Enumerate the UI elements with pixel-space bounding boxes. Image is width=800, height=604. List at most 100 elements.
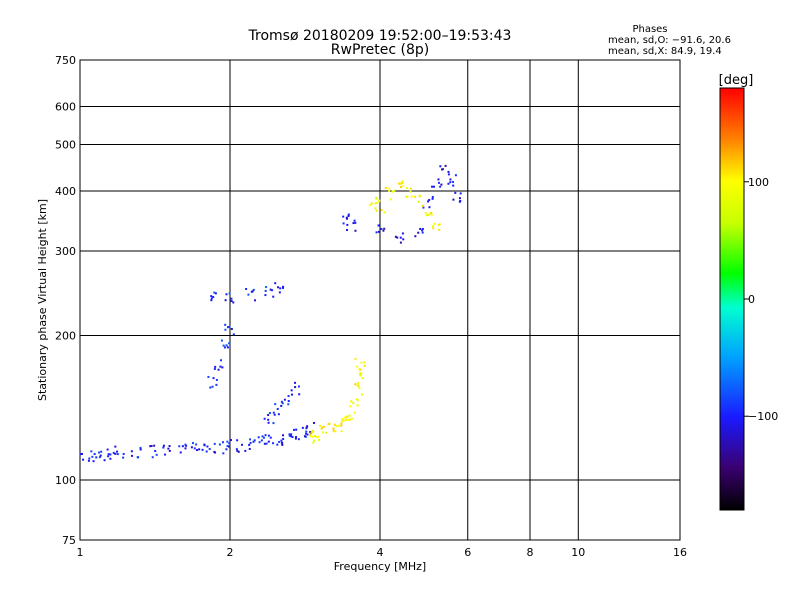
data-point [388, 187, 391, 190]
data-point [222, 344, 225, 347]
data-point [295, 435, 298, 438]
data-point [310, 431, 313, 434]
data-point [332, 429, 335, 432]
data-point [264, 294, 267, 297]
data-point [260, 439, 263, 442]
data-point [265, 442, 268, 445]
data-point [421, 205, 424, 208]
data-point [278, 291, 281, 294]
data-point [95, 456, 98, 459]
data-point [425, 214, 428, 217]
data-point [153, 444, 156, 447]
data-point [451, 180, 454, 183]
data-point [184, 447, 187, 450]
data-point [247, 293, 250, 296]
data-point [334, 430, 337, 433]
x-tick-label: 10 [571, 546, 585, 559]
data-point [348, 418, 351, 421]
data-point [399, 186, 402, 189]
data-point [297, 385, 300, 388]
data-point [167, 447, 170, 450]
data-point [360, 393, 363, 396]
data-point [245, 287, 248, 290]
data-point [346, 419, 349, 422]
data-point [269, 288, 272, 291]
data-point [205, 450, 208, 453]
data-point [321, 426, 324, 429]
data-point [309, 431, 312, 434]
data-point [210, 299, 213, 302]
data-point [98, 451, 101, 454]
data-point [88, 457, 91, 460]
data-point [414, 235, 417, 238]
data-point [290, 435, 293, 438]
data-point [306, 433, 309, 436]
data-point [267, 421, 270, 424]
data-point [244, 449, 247, 452]
data-point [280, 439, 283, 442]
data-point [282, 285, 285, 288]
data-point [287, 403, 290, 406]
x-axis: 1 2 4 6 8 10 16 [77, 546, 688, 559]
data-point [322, 431, 325, 434]
data-point [213, 442, 216, 445]
data-point [220, 339, 223, 342]
data-point [356, 381, 359, 384]
data-point [150, 445, 153, 448]
data-point [287, 400, 290, 403]
data-point [112, 451, 115, 454]
data-point [399, 182, 402, 185]
data-point [116, 450, 119, 453]
data-point [342, 222, 345, 225]
data-point [345, 216, 348, 219]
data-point [262, 436, 265, 439]
data-point [91, 455, 94, 458]
data-point [449, 181, 452, 184]
colorbar-tick-label: −100 [748, 410, 778, 423]
data-point [281, 441, 284, 444]
data-points [79, 164, 462, 463]
data-point [280, 400, 283, 403]
data-point [283, 398, 286, 401]
data-point [417, 200, 420, 203]
y-tick-label: 750 [55, 54, 76, 67]
x-tick-label: 4 [377, 546, 384, 559]
data-point [347, 215, 350, 218]
data-point [459, 199, 462, 202]
data-point [312, 421, 315, 424]
data-point [271, 289, 274, 292]
data-point [437, 223, 440, 226]
data-point [315, 436, 318, 439]
data-point [405, 187, 408, 190]
data-point [414, 195, 417, 198]
data-point [427, 213, 430, 216]
data-point [312, 430, 315, 433]
data-point [458, 197, 461, 200]
data-point [279, 287, 282, 290]
data-point [282, 437, 285, 440]
data-point [81, 452, 84, 455]
data-point [290, 433, 293, 436]
data-point [389, 198, 392, 201]
data-point [431, 197, 434, 200]
data-point [272, 442, 275, 445]
data-point [401, 180, 404, 183]
data-point [320, 427, 323, 430]
data-point [222, 452, 225, 455]
data-point [130, 450, 133, 453]
data-point [359, 372, 362, 375]
data-point [421, 231, 424, 234]
data-point [352, 222, 355, 225]
data-point [428, 212, 431, 215]
data-point [354, 229, 357, 232]
data-point [346, 415, 349, 418]
plot-area [79, 59, 681, 541]
data-point [378, 200, 381, 203]
data-point [107, 453, 110, 456]
data-point [304, 432, 307, 435]
y-tick-label: 400 [55, 185, 76, 198]
data-point [210, 297, 213, 300]
data-point [240, 443, 243, 446]
data-point [319, 424, 322, 427]
